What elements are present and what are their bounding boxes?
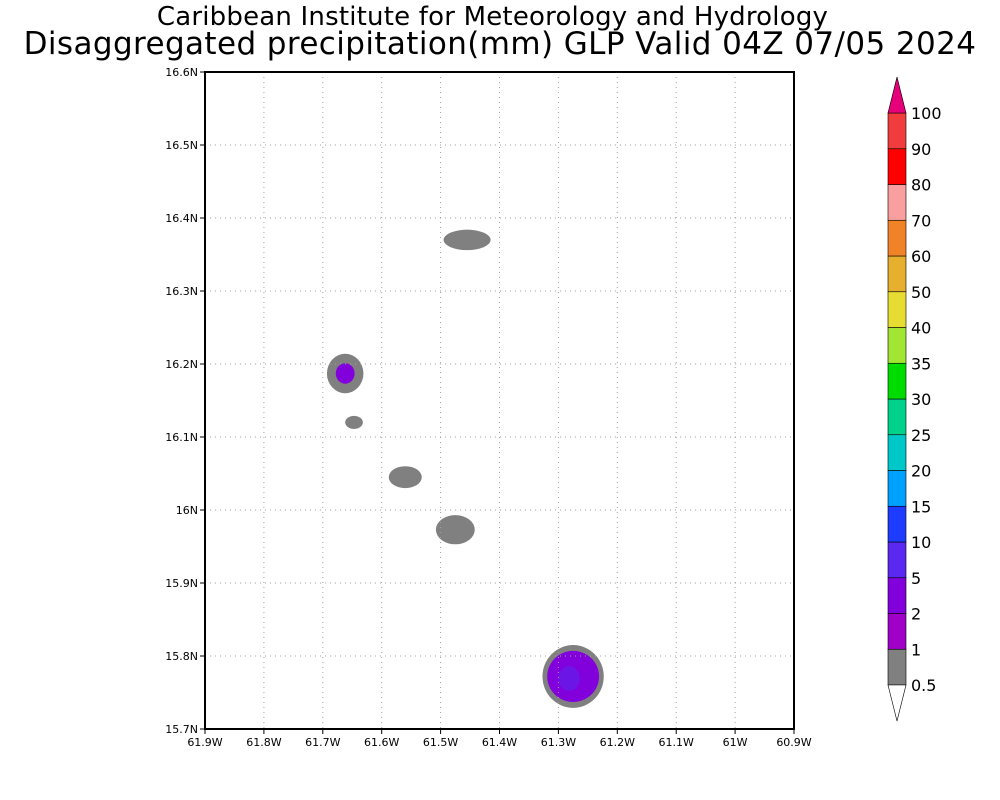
y-tick-label: 16.3N bbox=[165, 285, 198, 298]
x-tick-label: 60.9W bbox=[776, 736, 811, 749]
y-tick-label: 16.1N bbox=[165, 431, 198, 444]
colorbar-label: 70 bbox=[911, 211, 931, 230]
colorbar-label: 90 bbox=[911, 140, 931, 159]
colorbar-swatch bbox=[887, 255, 907, 293]
colorbar-swatch bbox=[887, 505, 907, 543]
colorbar-swatch bbox=[887, 648, 907, 686]
precip-layer bbox=[326, 229, 604, 708]
colorbar-swatch bbox=[887, 219, 907, 257]
x-tick-label: 61.7W bbox=[305, 736, 340, 749]
y-tick-label: 16.4N bbox=[165, 212, 198, 225]
x-tick-label: 61.4W bbox=[482, 736, 517, 749]
colorbar-label: 25 bbox=[911, 426, 931, 445]
colorbar-swatch bbox=[887, 434, 907, 471]
colorbar-swatch bbox=[887, 327, 907, 364]
colorbar-bottom-arrow bbox=[887, 684, 907, 722]
precip-cell bbox=[443, 229, 491, 251]
colorbar-label: 40 bbox=[911, 319, 931, 338]
colorbar-label: 5 bbox=[911, 569, 921, 588]
colorbar-swatch bbox=[887, 184, 907, 221]
y-tick-label: 16.2N bbox=[165, 358, 198, 371]
colorbar-swatch bbox=[887, 291, 907, 328]
x-tick-label: 61.1W bbox=[659, 736, 694, 749]
x-tick-label: 61.8W bbox=[246, 736, 281, 749]
title-line-2: Disaggregated precipitation(mm) GLP Vali… bbox=[23, 26, 977, 62]
colorbar-label: 60 bbox=[911, 247, 931, 266]
axis-ticks: 61.9W 61.8W 61.7W 61.6W 61.5W 61.4W 61.3W 61.2W… bbox=[165, 66, 812, 749]
colorbar-label: 30 bbox=[911, 390, 931, 409]
x-tick-label: 61.2W bbox=[600, 736, 635, 749]
y-tick-label: 16.6N bbox=[165, 66, 198, 79]
x-tick-label: 61.5W bbox=[423, 736, 458, 749]
precip-cell-core bbox=[335, 363, 355, 384]
map-frame bbox=[204, 71, 795, 730]
colorbar-swatch bbox=[887, 148, 907, 185]
colorbar-swatch bbox=[887, 362, 907, 400]
colorbar-label: 35 bbox=[911, 354, 931, 373]
colorbar-label: 2 bbox=[911, 605, 921, 624]
y-tick-label: 15.8N bbox=[165, 650, 198, 663]
colorbar-label: 50 bbox=[911, 283, 931, 302]
colorbar-swatch bbox=[887, 541, 907, 579]
y-tick-label: 16.5N bbox=[165, 139, 198, 152]
colorbar-swatch bbox=[887, 112, 907, 150]
precip-cell bbox=[388, 466, 422, 489]
y-tick-label: 15.9N bbox=[165, 577, 198, 590]
colorbar-label: 1 bbox=[911, 640, 921, 659]
colorbar-top-arrow bbox=[887, 76, 907, 114]
y-tick-label: 15.7N bbox=[165, 723, 198, 736]
colorbar-swatch bbox=[887, 577, 907, 614]
colorbar-label: 20 bbox=[911, 462, 931, 481]
colorbar-label: 100 bbox=[911, 104, 942, 123]
x-tick-label: 61.3W bbox=[541, 736, 576, 749]
x-tick-label: 61.6W bbox=[364, 736, 399, 749]
precip-cell bbox=[435, 515, 475, 545]
colorbar-label: 10 bbox=[911, 533, 931, 552]
title-line-1: Caribbean Institute for Meteorology and … bbox=[156, 2, 829, 32]
colorbar-label: 15 bbox=[911, 497, 931, 516]
precip-cell-core bbox=[558, 666, 580, 691]
grid-lines bbox=[205, 72, 794, 729]
colorbar-swatch bbox=[887, 613, 907, 650]
x-tick-label: 61W bbox=[723, 736, 748, 749]
y-tick-label: 16N bbox=[176, 504, 198, 517]
colorbar-swatch bbox=[887, 398, 907, 436]
x-tick-label: 61.9W bbox=[187, 736, 222, 749]
colorbar-label: 80 bbox=[911, 176, 931, 195]
colorbar-swatch bbox=[887, 470, 907, 507]
colorbar-label: 0.5 bbox=[911, 676, 936, 695]
precip-cell bbox=[345, 415, 363, 429]
